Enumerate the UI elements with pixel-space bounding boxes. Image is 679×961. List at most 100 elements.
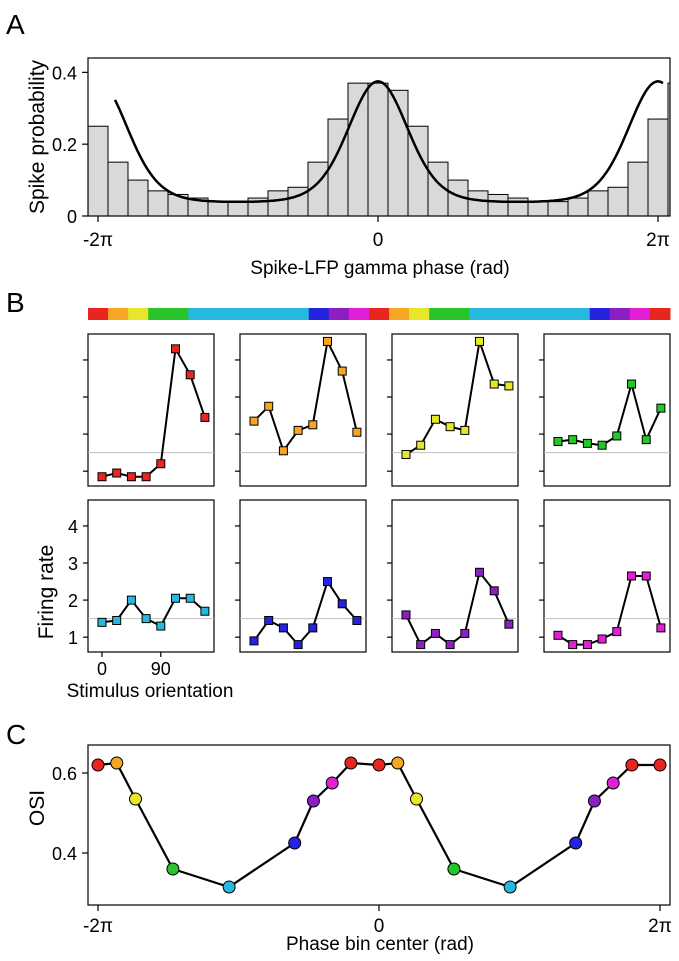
data-point: [97, 472, 107, 482]
data-point: [582, 438, 592, 448]
osi-point: [447, 862, 461, 876]
histogram-bar: [227, 201, 249, 217]
data-point: [627, 379, 636, 389]
x-tick-label: 2π: [648, 916, 672, 937]
data-point: [323, 577, 332, 587]
color-strip-segment: [409, 308, 430, 320]
histogram-bar: [347, 82, 369, 217]
osi-point: [625, 758, 639, 772]
data-point: [141, 472, 151, 482]
data-point: [171, 344, 180, 354]
histogram-bar: [387, 89, 409, 217]
data-point: [352, 427, 362, 437]
histogram-bar: [467, 190, 489, 217]
y-tick-label: 3: [68, 554, 78, 574]
osi-point: [128, 792, 142, 806]
color-strip-segment: [649, 308, 671, 320]
panel-a-ylabel: Spike probability: [26, 59, 49, 214]
data-point: [249, 636, 259, 646]
color-strip-segment: [308, 308, 330, 320]
data-point: [475, 336, 484, 346]
osi-point: [288, 836, 302, 850]
data-point: [416, 640, 426, 650]
data-point: [553, 630, 563, 640]
y-tick-label: 0.4: [52, 844, 77, 864]
data-point: [612, 431, 622, 441]
histogram-bar: [647, 118, 669, 217]
histogram-bar: [487, 193, 509, 217]
color-strip-segment: [188, 308, 209, 320]
color-strip-segment: [248, 308, 270, 320]
data-point: [278, 446, 288, 456]
data-point: [185, 370, 195, 380]
data-point: [416, 440, 426, 450]
osi-point: [409, 792, 423, 806]
x-tick-label: -2π: [83, 230, 113, 251]
tuning-subplot: [235, 499, 367, 653]
plot-frame: [87, 57, 671, 217]
color-strip-segment: [268, 308, 290, 320]
color-strip-segment: [288, 308, 310, 320]
histogram-bar: [267, 190, 289, 217]
data-point: [489, 586, 499, 596]
data-point: [352, 615, 362, 625]
data-point: [200, 606, 210, 616]
subplot-frame: [391, 499, 519, 653]
histogram-bar: [407, 125, 429, 217]
y-tick-label: 0.2: [52, 135, 77, 155]
panel-b-xlabel: Stimulus orientation: [67, 681, 234, 702]
data-point: [568, 435, 578, 445]
x-tick-label: 2π: [646, 230, 670, 251]
histogram-bar: [367, 82, 389, 217]
data-point: [264, 615, 274, 625]
subplot-frame: [391, 333, 519, 487]
color-strip-segment: [108, 308, 129, 320]
osi-point: [166, 862, 180, 876]
data-point: [553, 437, 563, 447]
osi-point: [653, 758, 667, 772]
tuning-subplot: [235, 333, 367, 487]
color-strip-segment: [509, 308, 531, 320]
data-point: [641, 435, 651, 445]
data-point: [430, 628, 440, 638]
color-strip-segment: [228, 308, 250, 320]
osi-point: [91, 758, 105, 772]
histogram-bar: [527, 201, 549, 217]
data-point: [612, 627, 622, 637]
panel-a-histogram: 0 0.2 0.4 -2π 0 2π: [52, 57, 671, 251]
histogram-bar: [207, 201, 229, 217]
color-strip-segment: [208, 308, 229, 320]
data-point: [185, 593, 195, 603]
panel-b-tuning-curves: 1 2 3 4 0 90: [68, 333, 671, 679]
panel-a-xlabel: Spike-LFP gamma phase (rad): [250, 258, 509, 279]
subplot-frame: [87, 499, 215, 653]
color-strip-segment: [328, 308, 350, 320]
color-strip-segment: [469, 308, 490, 320]
osi-point: [372, 758, 386, 772]
histogram-bar: [87, 125, 109, 217]
data-point: [278, 623, 288, 633]
color-strip-segment: [589, 308, 611, 320]
panel-c-letter: C: [6, 719, 26, 750]
data-point: [308, 623, 318, 633]
y-tick-label: 1: [68, 628, 78, 648]
data-point: [401, 449, 411, 459]
osi-line: [97, 761, 660, 889]
color-strip-segment: [629, 308, 651, 320]
data-point: [641, 571, 651, 581]
data-point: [504, 381, 514, 391]
data-point: [460, 628, 470, 638]
data-point: [308, 420, 318, 430]
data-point: [126, 595, 136, 605]
color-strip-segment: [449, 308, 470, 320]
panel-c-osi-curve: 0.4 0.6 -2π 0 2π: [52, 744, 672, 937]
osi-point: [606, 776, 620, 790]
data-point: [401, 610, 411, 620]
tuning-subplot: 1 2 3 4 0 90: [68, 499, 215, 679]
color-strip-segment: [569, 308, 591, 320]
osi-point: [503, 880, 517, 894]
x-tick-label: 90: [151, 659, 171, 679]
subplot-frame: [239, 333, 367, 487]
phase-color-strip: [88, 308, 671, 320]
